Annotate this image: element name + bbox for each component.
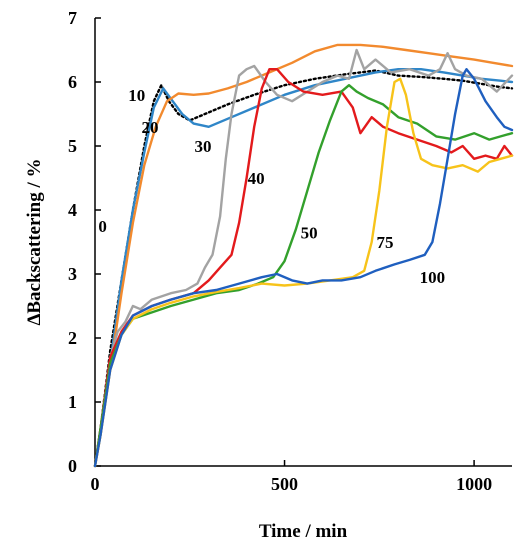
series-labels: 0 10 20 30 40 50 75 100 <box>98 86 445 287</box>
y-tick-label: 0 <box>68 456 77 476</box>
y-tick-label: 2 <box>68 328 77 348</box>
x-tick-label: 500 <box>271 474 298 494</box>
series-label-40: 40 <box>248 169 265 188</box>
y-tick-label: 3 <box>68 264 77 284</box>
series-label-20: 20 <box>141 118 158 137</box>
series-label-0: 0 <box>98 217 107 236</box>
y-tick-label: 6 <box>68 72 77 92</box>
series-label-10: 10 <box>128 86 145 105</box>
series-label-50: 50 <box>301 223 318 242</box>
series-label-100: 100 <box>420 268 446 287</box>
y-axis-title: ΔBackscattering / % <box>24 158 45 325</box>
series-line-100 <box>93 68 514 468</box>
series-line-20 <box>93 43 514 468</box>
series-line-50 <box>93 84 514 468</box>
x-tick-label: 0 <box>91 474 100 494</box>
series-label-75: 75 <box>377 233 394 252</box>
x-tick-label: 1000 <box>456 474 492 494</box>
y-ticks: 0 1 2 3 4 5 6 7 <box>68 8 101 476</box>
y-tick-label: 4 <box>68 200 77 220</box>
series-line-30 <box>93 48 514 468</box>
series-lines <box>93 43 514 468</box>
series-line-75 <box>93 77 514 468</box>
axes <box>94 18 512 467</box>
y-tick-label: 1 <box>68 392 77 412</box>
x-axis-title: Time / min <box>259 521 348 542</box>
x-ticks: 0 500 1000 <box>91 460 492 494</box>
y-tick-label: 7 <box>68 8 77 28</box>
y-tick-label: 5 <box>68 136 77 156</box>
series-label-30: 30 <box>195 137 212 156</box>
